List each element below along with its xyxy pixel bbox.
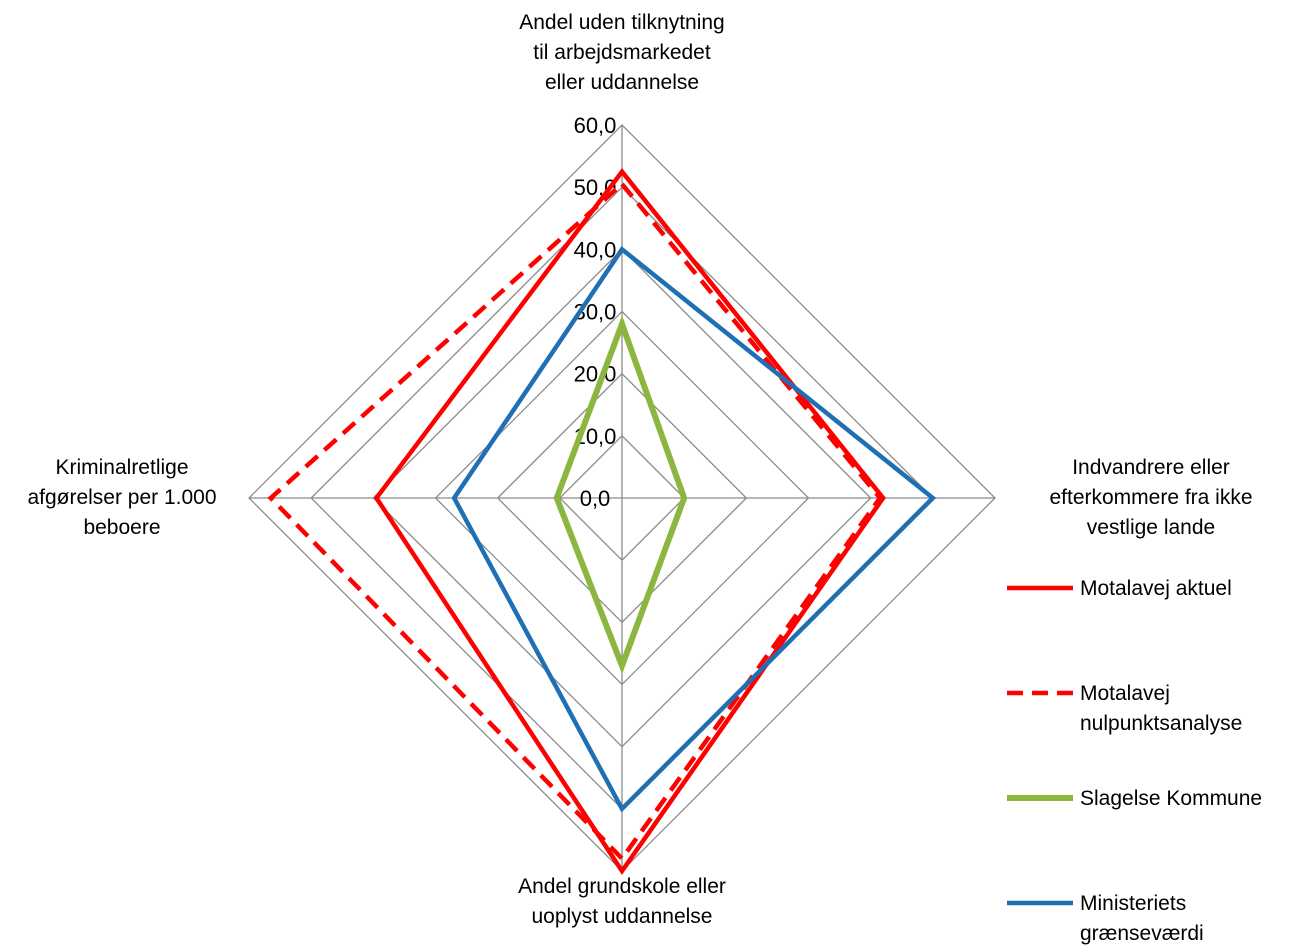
legend-label: Ministeriets <box>1080 892 1186 915</box>
series-ministeriets-grænseværdi <box>451 246 937 813</box>
data-series <box>267 167 937 876</box>
axis-label: beboere <box>83 516 160 539</box>
axis-label: Kriminalretlige <box>55 456 188 479</box>
legend-label: Motalavej aktuel <box>1080 577 1232 600</box>
legend: Motalavej aktuel Motalavej nulpunktsanalys… <box>1007 577 1262 945</box>
axis-label: efterkommere fra ikke <box>1049 486 1252 509</box>
tick-label: 40,0 <box>574 237 617 262</box>
axis-label: til arbejdsmarkedet <box>533 41 711 64</box>
legend-label: nulpunktsanalyse <box>1080 712 1242 735</box>
axis-label: uoplyst uddannelse <box>532 905 713 928</box>
axis-labels: Andel uden tilknytning til arbejdsmarkede… <box>27 11 1252 928</box>
series-motalavej-aktuel <box>373 167 886 876</box>
tick-label: 0,0 <box>580 486 611 511</box>
axis-label: vestlige lande <box>1087 516 1215 539</box>
series-motalavej-nulpunktsanalyse <box>267 180 883 863</box>
tick-label: 60,0 <box>574 113 617 138</box>
legend-label: grænseværdi <box>1080 922 1204 945</box>
axis-label: afgørelser per 1.000 <box>27 486 216 509</box>
axis-label: Andel grundskole eller <box>518 875 726 898</box>
legend-label: Slagelse Kommune <box>1080 787 1262 810</box>
series-slagelse-kommune <box>553 315 688 675</box>
axis-label: Indvandrere eller <box>1072 456 1230 479</box>
axis-label: eller uddannelse <box>545 71 699 94</box>
axis-label: Andel uden tilknytning <box>519 11 724 34</box>
tick-label: 20,0 <box>574 362 617 387</box>
legend-label: Motalavej <box>1080 682 1170 705</box>
